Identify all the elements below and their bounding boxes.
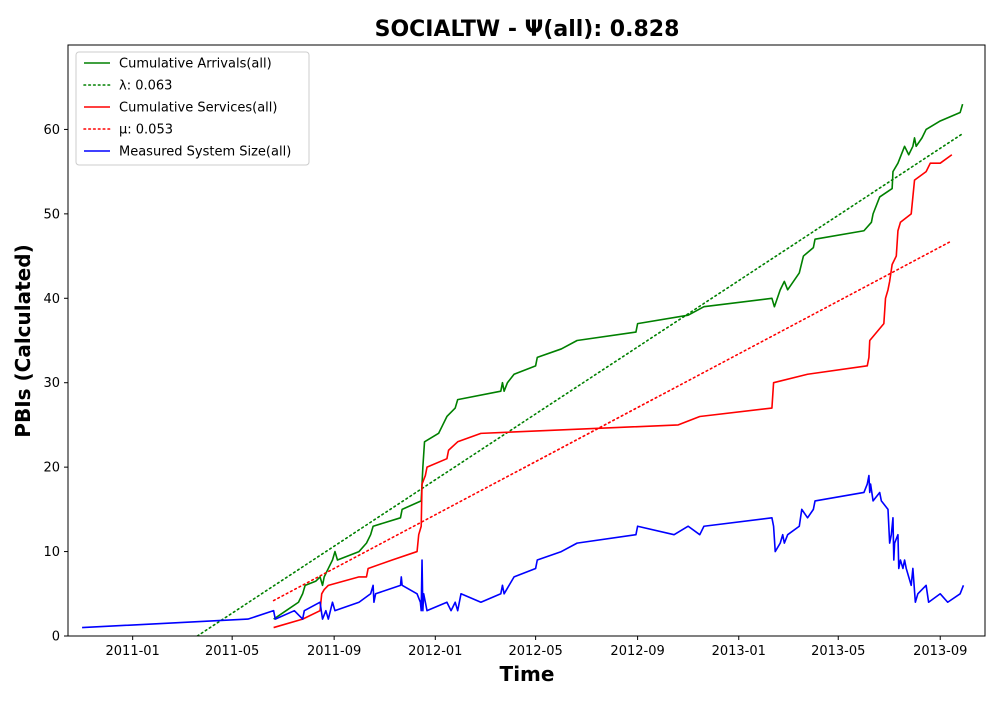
y-axis-label: PBIs (Calculated) [11, 244, 35, 437]
series-line-0-053 [272, 240, 953, 602]
x-tick-label: 2013-05 [811, 644, 865, 659]
chart-title: SOCIALTW - Ψ(all): 0.828 [375, 17, 680, 42]
y-tick-label: 50 [43, 207, 60, 222]
x-tick-label: 2012-09 [610, 644, 664, 659]
y-tick-label: 30 [43, 376, 60, 391]
y-tick-label: 20 [43, 461, 60, 476]
x-tick-label: 2011-01 [106, 644, 160, 659]
x-tick-label: 2013-01 [712, 644, 766, 659]
series-line-measured-system-size-all [82, 474, 965, 629]
x-tick-label: 2011-05 [205, 644, 259, 659]
series-line-cumulative-services-all [273, 154, 953, 629]
x-tick-label: 2012-01 [408, 644, 462, 659]
series-line-0-063 [196, 132, 964, 636]
y-tick-label: 60 [43, 123, 60, 138]
legend-entry-0-063: λ: 0.063 [119, 79, 172, 94]
axis-ticks: 2011-01 2011-05 2011-09 2012-01 2012-05 2012-… [43, 123, 967, 659]
legend-entry-cumulative-arrivals-all: Cumulative Arrivals(all) [119, 57, 272, 72]
y-tick-label: 0 [52, 630, 60, 645]
legend: Cumulative Arrivals(all) λ: 0.063 Cumulati… [75, 51, 310, 166]
series-line-cumulative-arrivals-all [273, 103, 964, 620]
x-tick-label: 2011-09 [307, 644, 361, 659]
y-tick-label: 10 [43, 545, 60, 560]
y-tick-label: 40 [43, 292, 60, 307]
series-group [82, 103, 965, 636]
plot-frame [67, 44, 986, 637]
plot-area [67, 44, 986, 637]
x-tick-label: 2013-09 [913, 644, 967, 659]
legend-entry-0-053: μ: 0.053 [119, 123, 173, 138]
legend-entry-cumulative-services-all: Cumulative Services(all) [119, 101, 277, 116]
x-tick-label: 2012-05 [508, 644, 562, 659]
x-axis-label: Time [500, 662, 555, 686]
legend-entry-measured-system-size-all: Measured System Size(all) [119, 145, 291, 160]
legend-box [75, 51, 310, 166]
